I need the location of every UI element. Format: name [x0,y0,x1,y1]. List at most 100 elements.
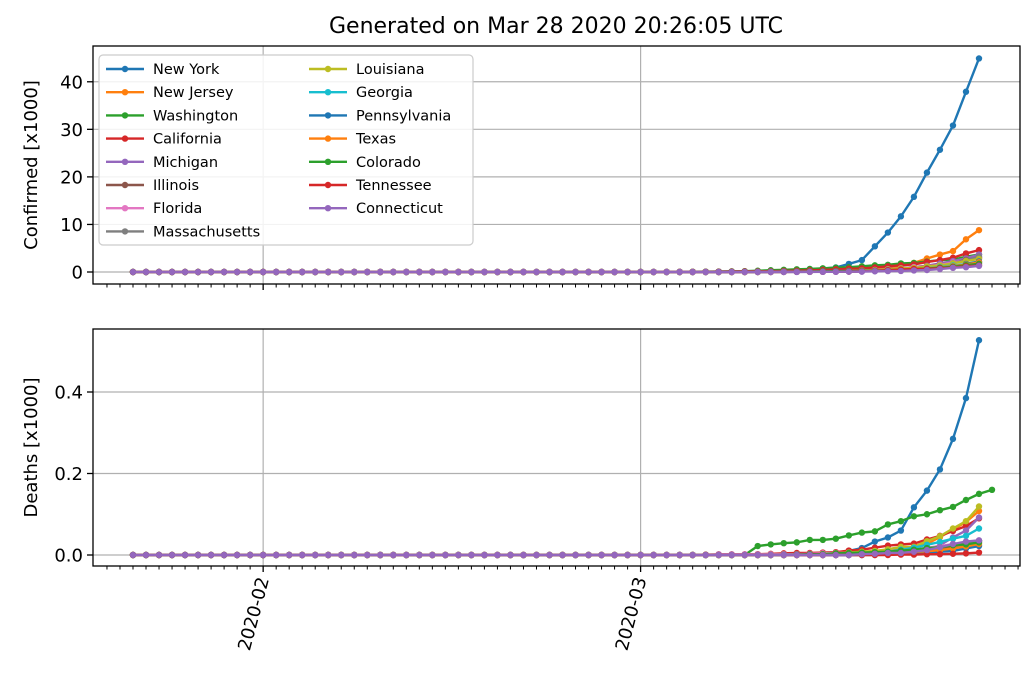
plot-frame [92,45,1021,285]
legend-item: Florida [106,201,202,217]
data-point [546,551,553,559]
legend-item: Massachusetts [106,224,260,240]
series-connecticut [129,537,983,559]
legend-item: Georgia [309,85,413,101]
data-point [403,551,410,559]
legend-marker [121,65,129,73]
data-point [975,337,983,344]
data-point [598,551,605,559]
data-point [468,551,475,559]
data-point [988,486,996,493]
data-point [936,146,944,153]
data-point [442,268,449,276]
data-point [403,268,410,276]
data-point [884,534,892,541]
data-point [832,551,840,559]
legend-label: Louisiana [356,62,424,78]
legend-label: Tennessee [355,178,432,194]
data-point [259,551,267,559]
data-point [572,551,579,559]
legend-label: California [153,132,222,148]
data-point [962,88,970,95]
data-point [429,551,436,559]
data-point [194,268,202,276]
legend-marker [324,135,332,142]
y-tick-label: 0.0 [54,546,83,567]
data-point [624,551,631,559]
data-point [936,538,944,546]
data-point [650,268,657,276]
data-point [923,169,931,176]
data-point [507,268,514,276]
data-point [142,268,150,276]
data-point [285,268,293,276]
data-point [962,394,970,402]
data-point [455,551,462,559]
data-point [884,549,892,557]
legend-label: Washington [153,108,238,124]
legend-marker [121,228,129,235]
data-point [962,236,970,243]
data-point [949,525,957,532]
data-point [168,268,176,276]
data-point [949,264,957,272]
data-point [949,503,957,511]
data-point [871,243,879,250]
data-point [702,551,709,559]
data-point [975,549,983,556]
data-point [975,503,983,510]
data-point [390,268,397,276]
data-point [207,268,215,276]
data-point [936,265,944,273]
legend-label: Massachusetts [153,224,260,240]
legend-marker [324,158,332,165]
legend-marker [121,135,129,142]
y-tick-label: 10 [60,215,83,236]
legend-label: Pennsylvania [356,108,451,124]
data-point [975,490,983,498]
data-point [429,268,436,276]
data-point [754,551,761,559]
data-point [858,529,866,536]
data-point [936,533,944,540]
data-point [364,268,371,276]
data-point [923,266,931,274]
data-point [168,551,176,559]
data-point [676,268,683,276]
data-point [832,268,840,276]
data-point [129,268,137,276]
legend-marker [121,158,129,165]
legend-marker [324,89,332,96]
data-point [793,539,800,546]
data-point [585,268,592,276]
data-point [676,551,683,559]
legend-item: California [106,132,222,148]
data-point [377,551,384,559]
legend-label: New York [153,62,220,78]
data-point [520,551,527,559]
data-point [507,551,514,559]
data-point [715,268,722,276]
data-point [767,268,774,276]
data-point [949,247,957,255]
data-point [351,551,358,559]
data-point [806,536,813,544]
data-point [780,539,787,547]
data-point [181,268,189,276]
legend-item: Texas [309,132,396,148]
data-point [910,267,918,274]
data-point [962,550,970,557]
data-point [806,268,813,276]
y-axis: 0.0 0.2 0.4 [54,383,93,567]
data-point [481,268,488,276]
data-point [884,267,892,275]
data-point [780,268,787,276]
data-point [975,514,983,521]
data-point [416,551,423,559]
data-point [220,268,228,276]
data-point [481,551,488,559]
data-point [299,268,306,276]
data-point [455,268,462,276]
data-point [975,226,983,234]
data-point [923,546,931,554]
